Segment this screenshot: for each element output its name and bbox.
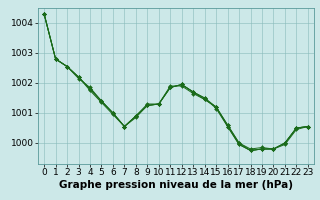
X-axis label: Graphe pression niveau de la mer (hPa): Graphe pression niveau de la mer (hPa)	[59, 180, 293, 190]
